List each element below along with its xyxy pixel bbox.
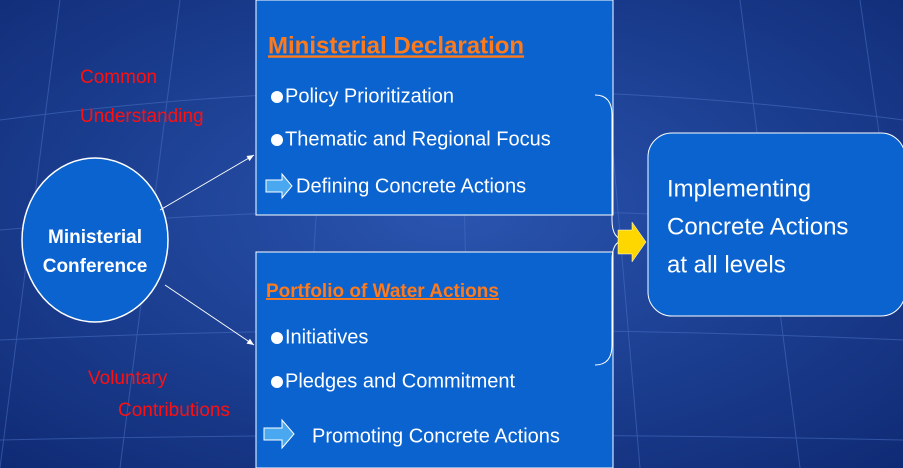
bullet [271,134,283,146]
small-arrow [263,418,295,450]
portfolio-box [255,251,614,468]
conference-circle [21,157,169,323]
item: Defining Concrete Actions [296,175,526,197]
annotation: Understanding [80,106,204,127]
small-arrow [265,172,293,200]
box-title: Portfolio of Water Actions [266,281,499,302]
node-label: at all levels [667,251,786,278]
node-label: Ministerial [48,227,142,248]
annotation: Voluntary [88,368,168,389]
item: Policy Prioritization [285,85,454,107]
arrow [164,284,255,346]
item: Initiatives [285,326,368,348]
bullets [271,91,283,388]
item: Pledges and Commitment [285,370,516,392]
node-label: Conference [43,256,148,277]
bullet [271,376,283,388]
annotation: Contributions [118,400,230,421]
node-label: Concrete Actions [667,213,848,240]
item: Thematic and Regional Focus [285,128,551,150]
implementing-box [647,132,903,317]
bullet [271,332,283,344]
bullet [271,91,283,103]
annotation: Common [80,67,157,88]
arrow [159,154,255,211]
item: Promoting Concrete Actions [312,425,560,447]
yellow-arrow [617,221,647,263]
declaration-box [255,0,614,216]
node-label: Implementing [667,175,811,202]
box-title: Ministerial Declaration [268,32,524,59]
